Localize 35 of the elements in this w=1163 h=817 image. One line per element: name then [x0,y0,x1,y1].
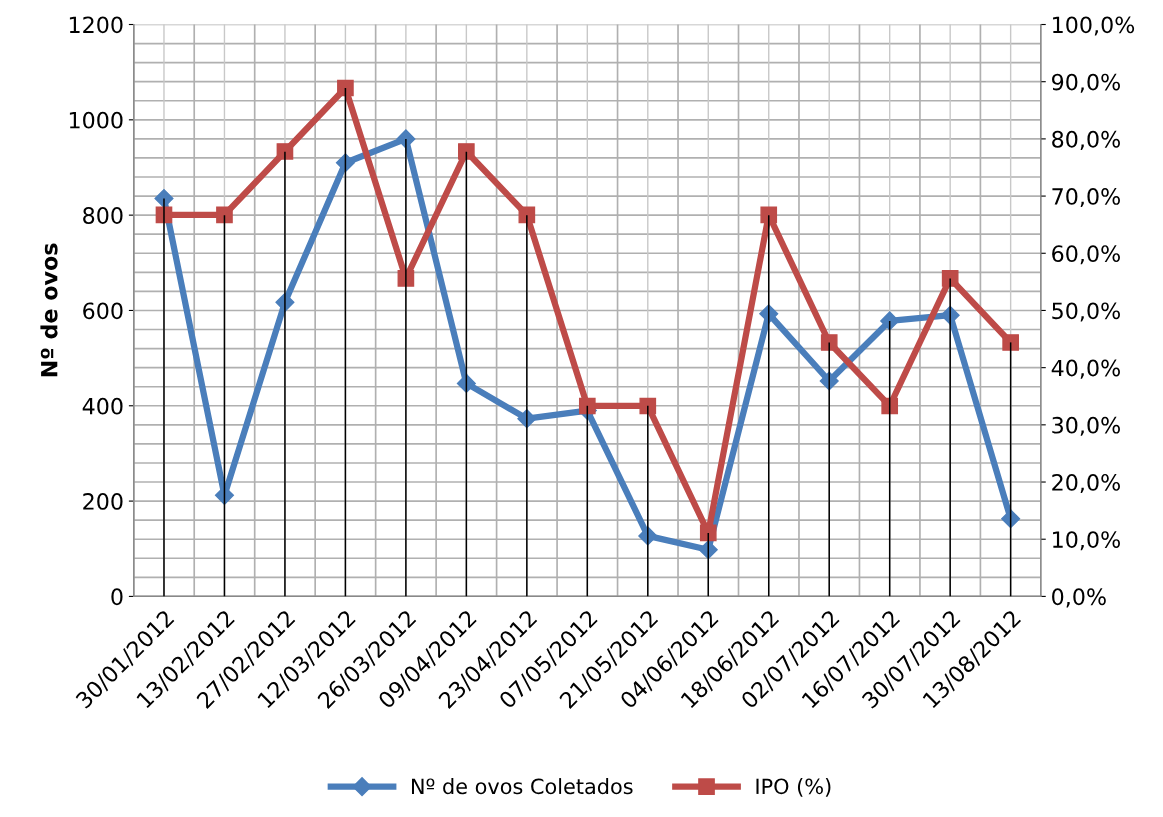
y2-tick-label: 80,0% [1052,130,1120,150]
point [276,143,294,160]
point [760,206,778,224]
point [639,397,657,415]
y2-tick-label: 60,0% [1052,245,1120,265]
y-axis-title: Nº de ovos [40,243,58,377]
point [941,270,959,287]
legend-label: IPO (%) [756,778,831,797]
y2-tick-label: 40,0% [1051,359,1120,379]
point [337,79,354,97]
y-tick-label: 200 [83,493,123,510]
point [216,206,233,224]
y-tick-label: 0 [111,588,123,606]
point [880,311,900,331]
y-tick-label: 1000 [69,111,123,129]
point [1002,334,1019,351]
y2-tick-label: 50,0% [1052,302,1120,322]
y2-tick-label: 0,0% [1052,588,1106,608]
y2-tick-label: 20,0% [1052,473,1120,494]
y2-tick-label: 30,0% [1052,416,1120,436]
point [578,397,596,415]
y2-tick-label: 10,0% [1053,531,1120,551]
point [820,334,838,351]
legend-label: Nº de ovos Coletados [411,778,633,795]
y-tick-label: 400 [82,397,123,415]
point [881,397,899,415]
y2-tick-label: 90,0% [1052,73,1120,93]
y-tick-label: 800 [83,207,123,224]
point [335,153,355,173]
y2-tick-label: 70,0% [1052,188,1120,208]
y2-tick-label: 100,0% [1053,16,1135,36]
y-tick-label: 1200 [69,16,123,34]
y-tick-label: 600 [83,302,123,320]
point [458,143,475,160]
point [699,524,717,542]
